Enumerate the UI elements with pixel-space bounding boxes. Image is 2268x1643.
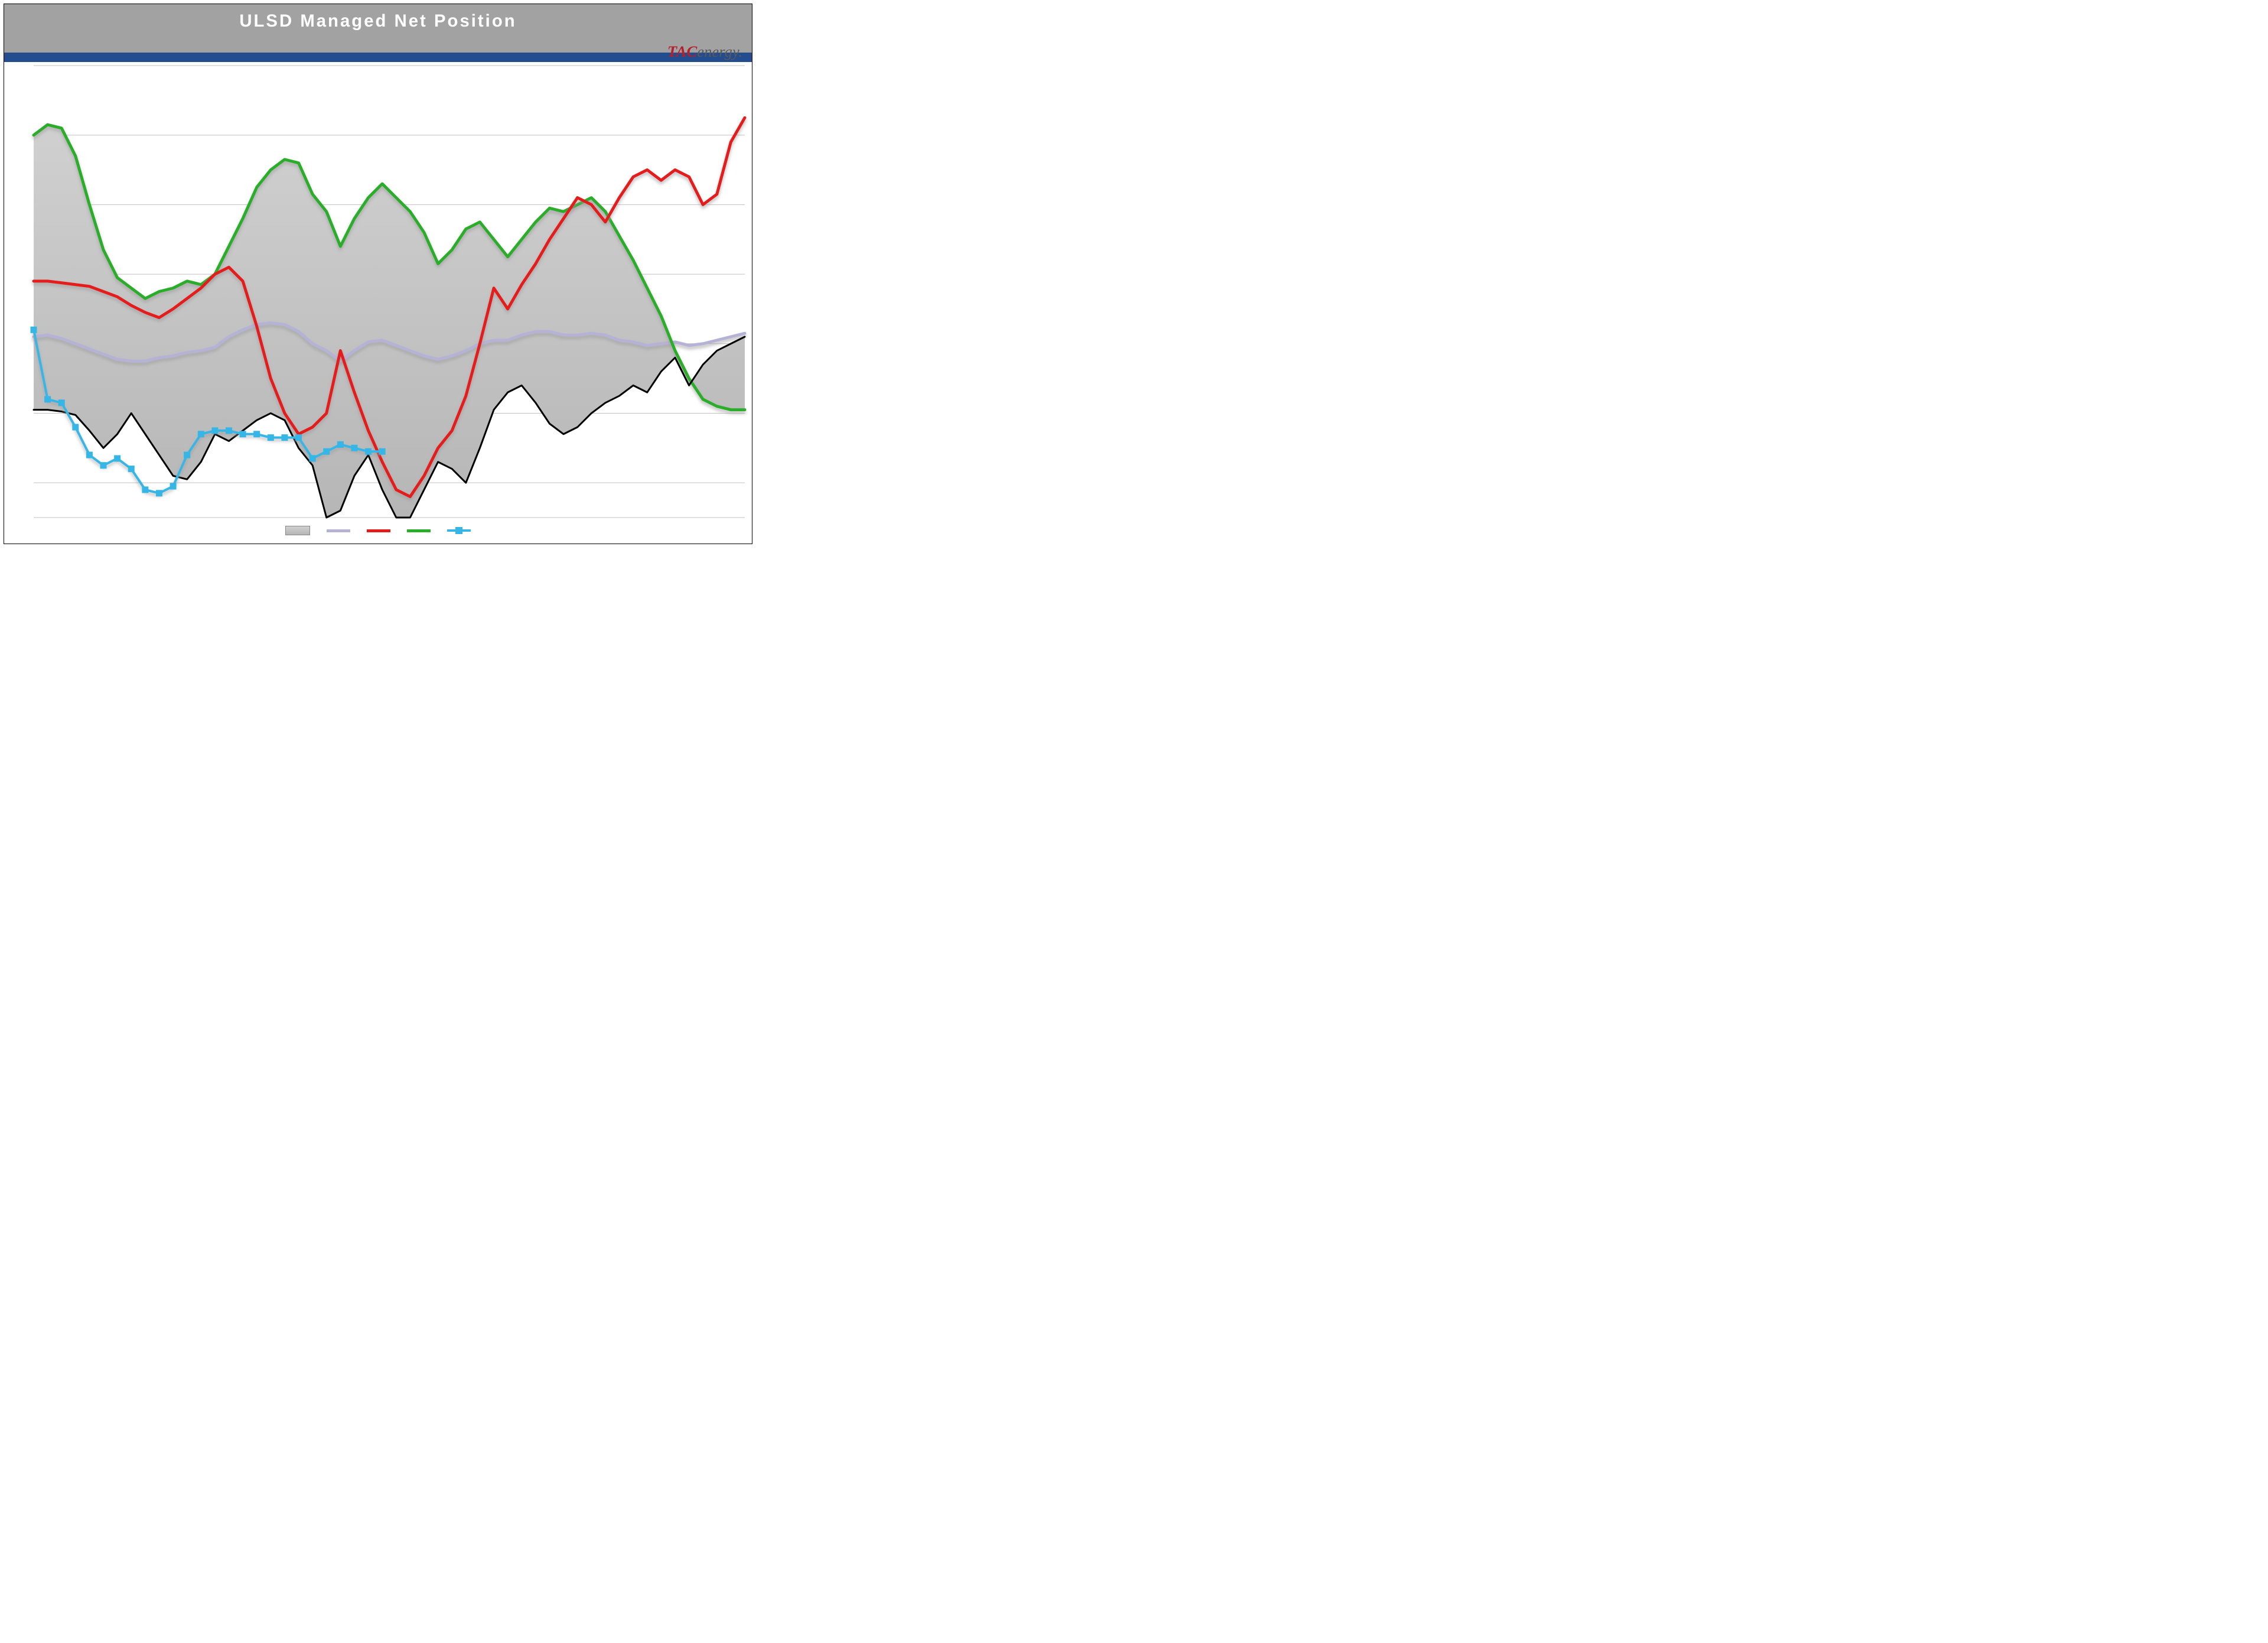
legend-item xyxy=(285,526,310,535)
series-2023-marker xyxy=(73,424,79,430)
chart-inner: ULSD Managed Net Position TACenergy. xyxy=(4,4,752,544)
brand-logo-rest: energy xyxy=(697,43,738,60)
series-2023-marker xyxy=(212,428,218,434)
series-2023-marker xyxy=(100,463,106,469)
legend-item xyxy=(407,526,431,535)
series-2023-marker xyxy=(254,431,260,437)
series-2023-marker xyxy=(58,400,64,406)
chart-title: ULSD Managed Net Position xyxy=(239,11,516,31)
series-2023-marker xyxy=(337,441,343,447)
plot-wrap xyxy=(4,62,752,544)
series-2023-marker xyxy=(379,448,385,454)
series-2023-marker xyxy=(45,396,51,402)
series-2023-marker xyxy=(296,435,302,441)
brand-logo-dot: . xyxy=(738,43,742,60)
series-2023-marker xyxy=(170,483,176,489)
series-2023-marker xyxy=(142,487,148,493)
legend-item xyxy=(447,526,471,535)
series-2023-marker xyxy=(86,452,92,458)
series-2023-marker xyxy=(128,466,134,472)
plot-svg xyxy=(4,62,752,521)
plot-area xyxy=(4,62,752,521)
series-2023-marker xyxy=(184,452,190,458)
series-2023-marker xyxy=(324,448,330,454)
legend xyxy=(4,521,752,544)
series-2023-marker xyxy=(226,428,232,434)
title-bar-top: ULSD Managed Net Position xyxy=(4,4,752,53)
title-bar-band xyxy=(4,53,752,62)
series-2023-marker xyxy=(309,456,315,461)
range-band xyxy=(34,125,745,518)
brand-logo-tac: TAC xyxy=(667,43,697,60)
series-2023-marker xyxy=(156,490,162,496)
chart-frame: ULSD Managed Net Position TACenergy. xyxy=(0,0,756,548)
legend-swatch xyxy=(327,529,350,532)
series-2023-marker xyxy=(240,431,246,437)
series-2023-marker xyxy=(268,435,273,441)
legend-item xyxy=(327,526,350,535)
legend-swatch xyxy=(447,526,471,535)
series-2023-marker xyxy=(351,445,357,451)
legend-item xyxy=(367,526,390,535)
brand-logo: TACenergy. xyxy=(667,43,742,61)
series-2023-marker xyxy=(198,431,204,437)
legend-swatch xyxy=(407,529,431,532)
title-bar: ULSD Managed Net Position TACenergy. xyxy=(4,4,752,62)
legend-swatch xyxy=(285,526,310,535)
legend-swatch xyxy=(367,529,390,532)
series-2023-marker xyxy=(282,435,288,441)
series-2023-marker xyxy=(115,456,120,461)
series-2023-marker xyxy=(31,327,37,333)
series-2023-marker xyxy=(366,448,372,454)
